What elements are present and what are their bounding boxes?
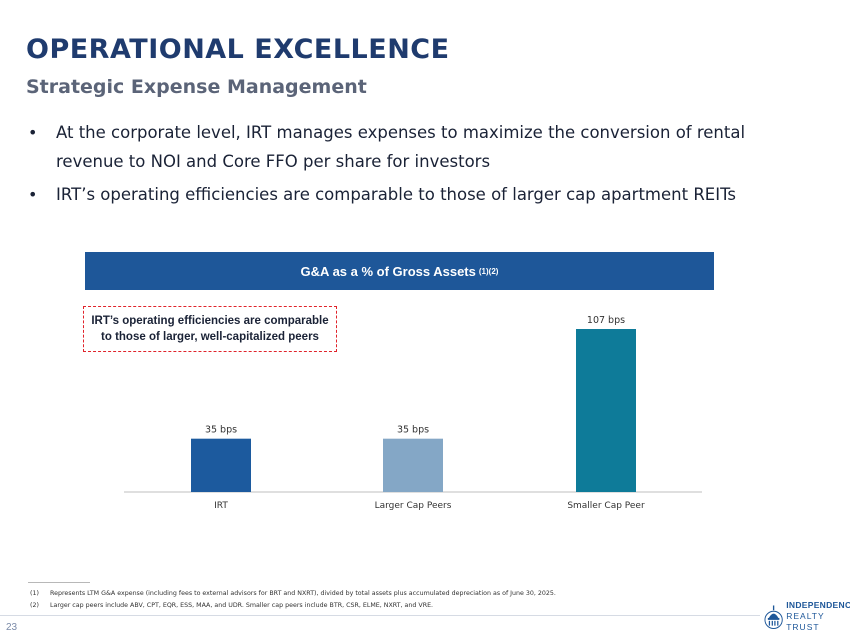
bar-larger-cap-peers xyxy=(383,438,443,492)
category-label: Smaller Cap Peer xyxy=(567,501,645,511)
logo-text-line-2: REALTY TRUST xyxy=(786,611,825,632)
page-title: OPERATIONAL EXCELLENCE xyxy=(26,34,450,65)
bullet-text: IRT’s operating efficiencies are compara… xyxy=(56,185,737,204)
footnotes: (1) Represents LTM G&A expense (includin… xyxy=(30,588,556,612)
footnote-divider xyxy=(28,582,90,583)
callout-line-2: to those of larger, well-capitalized pee… xyxy=(101,331,319,343)
page-number: 23 xyxy=(6,622,18,633)
bullet-list: • At the corporate level, IRT manages ex… xyxy=(28,118,798,213)
bullet-dot-icon: • xyxy=(28,185,38,204)
callout-box: IRT’s operating efficiencies are compara… xyxy=(83,306,337,352)
footnote-number: (1) xyxy=(30,590,39,597)
page-subtitle: Strategic Expense Management xyxy=(26,76,367,98)
category-label: Larger Cap Peers xyxy=(375,501,452,511)
callout-line-1: IRT’s operating efficiencies are compara… xyxy=(91,315,329,327)
bullet-dot-icon: • xyxy=(28,123,38,142)
footnote-text: Represents LTM G&A expense (including fe… xyxy=(50,590,556,597)
bar-smaller-cap-peer xyxy=(576,329,636,492)
footnote-text: Larger cap peers include ABV, CPT, EQR, … xyxy=(50,602,434,609)
bullet-text: At the corporate level, IRT manages expe… xyxy=(56,123,746,171)
footnote-item: (1) Represents LTM G&A expense (includin… xyxy=(30,588,556,600)
category-label: IRT xyxy=(214,501,228,511)
data-label: 35 bps xyxy=(397,425,429,436)
chart-title-footnote-ref: (1)(2) xyxy=(478,266,499,276)
capitol-dome-icon xyxy=(764,604,783,629)
bar-irt xyxy=(191,438,251,492)
bullet-item: • At the corporate level, IRT manages ex… xyxy=(28,118,798,176)
data-label: 107 bps xyxy=(587,315,625,326)
chart-title: G&A as a % of Gross Assets xyxy=(300,263,476,279)
footnote-item: (2) Larger cap peers include ABV, CPT, E… xyxy=(30,600,556,612)
data-label: 35 bps xyxy=(205,425,237,436)
chart-header-band: G&A as a % of Gross Assets (1)(2) xyxy=(85,252,714,290)
logo-text-line-1: INDEPENDENCE xyxy=(786,600,850,610)
footnote-number: (2) xyxy=(30,602,39,609)
bottom-divider xyxy=(0,615,760,616)
company-logo: INDEPENDENCE REALTY TRUST xyxy=(764,600,850,633)
bullet-item: • IRT’s operating efficiencies are compa… xyxy=(28,180,798,209)
